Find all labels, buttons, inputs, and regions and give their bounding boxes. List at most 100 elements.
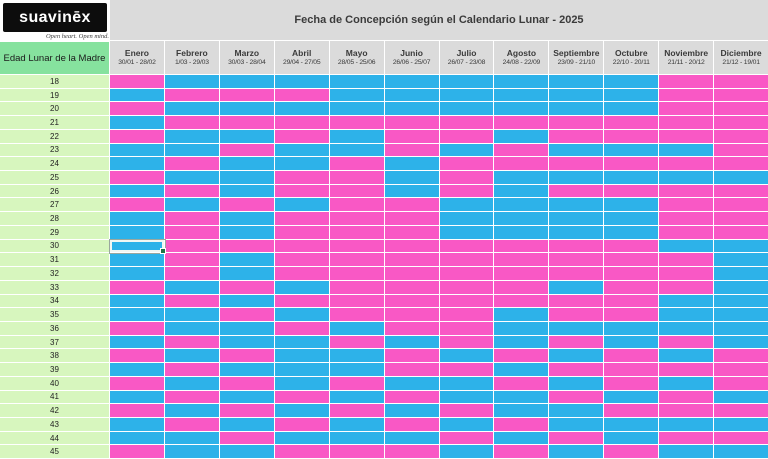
grid-cell-18-agosto[interactable]: [494, 75, 550, 89]
grid-cell-24-junio[interactable]: [384, 157, 440, 172]
grid-cell-33-diciembre[interactable]: [714, 280, 768, 295]
grid-cell-22-septiembre[interactable]: [549, 129, 605, 144]
grid-cell-38-abril[interactable]: [274, 349, 330, 364]
grid-cell-23-septiembre[interactable]: [549, 143, 605, 158]
grid-cell-32-diciembre[interactable]: [714, 267, 768, 281]
grid-cell-45-octubre[interactable]: [604, 445, 660, 459]
grid-cell-36-julio[interactable]: [439, 321, 495, 336]
grid-cell-41-febrero[interactable]: [164, 390, 220, 405]
grid-cell-19-febrero[interactable]: [164, 88, 220, 103]
grid-cell-44-enero[interactable]: [110, 431, 165, 446]
grid-cell-35-agosto[interactable]: [494, 308, 550, 322]
grid-cell-33-abril[interactable]: [274, 280, 330, 295]
grid-cell-43-enero[interactable]: [110, 417, 165, 432]
grid-cell-28-noviembre[interactable]: [659, 212, 715, 226]
grid-cell-40-julio[interactable]: [439, 376, 495, 391]
grid-cell-32-junio[interactable]: [384, 267, 440, 281]
grid-cell-37-abril[interactable]: [274, 335, 330, 350]
grid-cell-43-mayo[interactable]: [329, 417, 385, 432]
grid-cell-22-mayo[interactable]: [329, 129, 385, 144]
grid-cell-35-noviembre[interactable]: [659, 308, 715, 322]
grid-cell-34-octubre[interactable]: [604, 294, 660, 309]
grid-cell-44-octubre[interactable]: [604, 431, 660, 446]
grid-cell-31-agosto[interactable]: [494, 253, 550, 268]
grid-cell-23-febrero[interactable]: [164, 143, 220, 158]
grid-cell-45-enero[interactable]: [110, 445, 165, 459]
grid-cell-45-julio[interactable]: [439, 445, 495, 459]
grid-cell-40-enero[interactable]: [110, 376, 165, 391]
grid-cell-45-septiembre[interactable]: [549, 445, 605, 459]
grid-cell-36-diciembre[interactable]: [714, 321, 768, 336]
grid-cell-22-enero[interactable]: [110, 129, 165, 144]
grid-cell-25-septiembre[interactable]: [549, 171, 605, 185]
grid-cell-44-junio[interactable]: [384, 431, 440, 446]
grid-cell-44-noviembre[interactable]: [659, 431, 715, 446]
grid-cell-42-marzo[interactable]: [219, 404, 275, 418]
grid-cell-22-agosto[interactable]: [494, 129, 550, 144]
grid-cell-25-diciembre[interactable]: [714, 171, 768, 185]
grid-cell-43-noviembre[interactable]: [659, 417, 715, 432]
grid-cell-31-marzo[interactable]: [219, 253, 275, 268]
grid-cell-33-septiembre[interactable]: [549, 280, 605, 295]
grid-cell-42-mayo[interactable]: [329, 404, 385, 418]
grid-cell-36-noviembre[interactable]: [659, 321, 715, 336]
grid-cell-39-mayo[interactable]: [329, 363, 385, 377]
grid-cell-40-junio[interactable]: [384, 376, 440, 391]
grid-cell-34-junio[interactable]: [384, 294, 440, 309]
grid-cell-41-septiembre[interactable]: [549, 390, 605, 405]
grid-cell-32-noviembre[interactable]: [659, 267, 715, 281]
grid-cell-37-junio[interactable]: [384, 335, 440, 350]
grid-cell-24-marzo[interactable]: [219, 157, 275, 172]
grid-cell-26-septiembre[interactable]: [549, 184, 605, 199]
grid-cell-36-septiembre[interactable]: [549, 321, 605, 336]
grid-cell-36-junio[interactable]: [384, 321, 440, 336]
grid-cell-39-noviembre[interactable]: [659, 363, 715, 377]
grid-cell-34-noviembre[interactable]: [659, 294, 715, 309]
grid-cell-43-septiembre[interactable]: [549, 417, 605, 432]
grid-cell-30-noviembre[interactable]: [659, 239, 715, 254]
grid-cell-44-julio[interactable]: [439, 431, 495, 446]
grid-cell-39-diciembre[interactable]: [714, 363, 768, 377]
grid-cell-24-mayo[interactable]: [329, 157, 385, 172]
grid-cell-31-octubre[interactable]: [604, 253, 660, 268]
grid-cell-21-agosto[interactable]: [494, 116, 550, 130]
grid-cell-37-octubre[interactable]: [604, 335, 660, 350]
grid-cell-32-julio[interactable]: [439, 267, 495, 281]
grid-cell-22-octubre[interactable]: [604, 129, 660, 144]
grid-cell-34-enero[interactable]: [110, 294, 165, 309]
grid-cell-23-junio[interactable]: [384, 143, 440, 158]
grid-cell-18-octubre[interactable]: [604, 75, 660, 89]
grid-cell-24-febrero[interactable]: [164, 157, 220, 172]
grid-cell-25-julio[interactable]: [439, 171, 495, 185]
grid-cell-26-febrero[interactable]: [164, 184, 220, 199]
grid-cell-40-marzo[interactable]: [219, 376, 275, 391]
grid-cell-44-septiembre[interactable]: [549, 431, 605, 446]
grid-cell-41-marzo[interactable]: [219, 390, 275, 405]
grid-cell-32-enero[interactable]: [110, 267, 165, 281]
grid-cell-27-septiembre[interactable]: [549, 198, 605, 213]
grid-cell-18-junio[interactable]: [384, 75, 440, 89]
grid-cell-19-mayo[interactable]: [329, 88, 385, 103]
grid-cell-41-junio[interactable]: [384, 390, 440, 405]
grid-cell-30-marzo[interactable]: [219, 239, 275, 254]
grid-cell-45-junio[interactable]: [384, 445, 440, 459]
grid-cell-24-enero[interactable]: [110, 157, 165, 172]
grid-cell-36-mayo[interactable]: [329, 321, 385, 336]
grid-cell-44-diciembre[interactable]: [714, 431, 768, 446]
grid-cell-25-noviembre[interactable]: [659, 171, 715, 185]
grid-cell-35-febrero[interactable]: [164, 308, 220, 322]
grid-cell-29-junio[interactable]: [384, 225, 440, 240]
grid-cell-21-octubre[interactable]: [604, 116, 660, 130]
grid-cell-28-mayo[interactable]: [329, 212, 385, 226]
grid-cell-43-febrero[interactable]: [164, 417, 220, 432]
grid-cell-34-mayo[interactable]: [329, 294, 385, 309]
grid-cell-45-marzo[interactable]: [219, 445, 275, 459]
grid-cell-31-enero[interactable]: [110, 253, 165, 268]
grid-cell-27-agosto[interactable]: [494, 198, 550, 213]
grid-cell-28-octubre[interactable]: [604, 212, 660, 226]
grid-cell-44-febrero[interactable]: [164, 431, 220, 446]
grid-cell-33-octubre[interactable]: [604, 280, 660, 295]
grid-cell-19-julio[interactable]: [439, 88, 495, 103]
grid-cell-19-marzo[interactable]: [219, 88, 275, 103]
grid-cell-43-agosto[interactable]: [494, 417, 550, 432]
